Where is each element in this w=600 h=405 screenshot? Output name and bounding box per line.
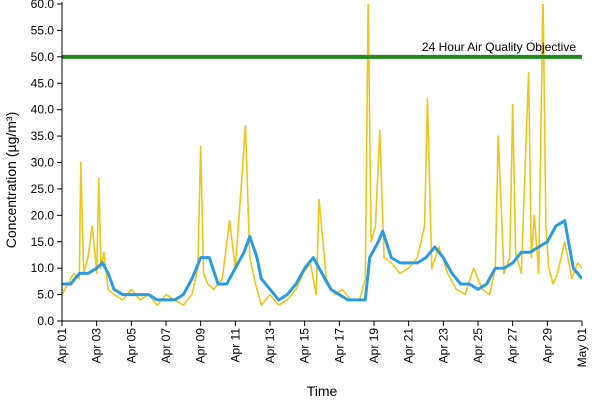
series-group — [62, 4, 582, 306]
x-tick-label: Apr 21 — [402, 328, 416, 364]
y-tick-label: 20.0 — [31, 208, 55, 222]
y-tick-label: 60.0 — [31, 0, 55, 11]
y-axis-ticks: 0.0 5.0 10.0 15.0 20.0 25.0 30.0 35.0 40.0 45.0 50… — [31, 0, 62, 328]
y-tick-label: 35.0 — [31, 129, 55, 143]
y-tick-label: 0.0 — [37, 314, 54, 328]
x-tick-label: Apr 09 — [194, 328, 208, 364]
y-tick-label: 50.0 — [31, 50, 55, 64]
x-tick-label: May 01 — [575, 328, 589, 368]
x-tick-label: Apr 11 — [228, 328, 242, 363]
x-tick-label: Apr 23 — [436, 328, 450, 364]
y-tick-label: 55.0 — [31, 23, 55, 37]
x-tick-label: Apr 13 — [263, 328, 277, 364]
y-tick-label: 45.0 — [31, 76, 55, 90]
objective-group: 24 Hour Air Quality Objective — [62, 40, 582, 59]
x-tick-label: Apr 25 — [471, 328, 485, 364]
y-tick-label: 40.0 — [31, 103, 55, 117]
y-tick-label: 5.0 — [37, 288, 54, 302]
x-axis-ticks: Apr 01 Apr 03 Apr 05 Apr 07 Apr 09 Apr 11 Apr … — [55, 321, 589, 367]
x-tick-label: Apr 29 — [540, 328, 554, 364]
x-tick-label: Apr 17 — [332, 328, 346, 364]
objective-label: 24 Hour Air Quality Objective — [422, 40, 576, 54]
x-tick-label: Apr 19 — [367, 328, 381, 364]
x-tick-label: Apr 01 — [55, 328, 69, 364]
x-tick-label: Apr 15 — [298, 328, 312, 364]
x-axis-title: Time — [307, 383, 338, 399]
y-tick-label: 30.0 — [31, 156, 55, 170]
axes-group — [61, 2, 582, 322]
series-rolling-line — [62, 219, 582, 302]
y-tick-label: 25.0 — [31, 182, 55, 196]
x-tick-label: Apr 05 — [124, 328, 138, 364]
y-axis-title: Concentration (µg/m³) — [3, 112, 19, 248]
x-tick-label: Apr 27 — [506, 328, 520, 364]
x-tick-label: Apr 03 — [90, 328, 104, 364]
y-tick-label: 10.0 — [31, 261, 55, 275]
y-tick-label: 15.0 — [31, 235, 55, 249]
x-tick-label: Apr 07 — [159, 328, 173, 364]
